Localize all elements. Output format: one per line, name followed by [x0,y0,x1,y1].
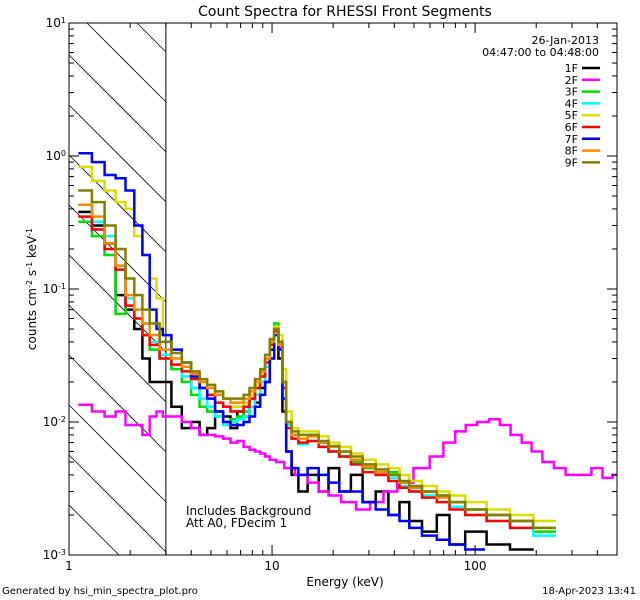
series-9F [78,189,556,530]
y-tick-label: 100 [46,149,66,164]
footer-date: 18-Apr-2023 13:41 [542,586,636,597]
x-tick-label: 100 [464,559,487,573]
hatch-line [68,354,167,453]
series-layer [78,151,617,551]
date-label: 26-Jan-2013 [532,34,600,47]
legend-label-8F: 8F [565,145,578,158]
hatch-line [68,154,167,253]
legend-label-7F: 7F [565,133,578,146]
plot-frame [68,22,618,556]
axes: 1 10 100 10-3 10-2 10-1 100 101 [43,16,618,573]
legend-label-3F: 3F [565,86,578,99]
legend-label-9F: 9F [565,156,578,169]
hatch-line [136,22,167,53]
hatch-line [68,304,167,403]
y-tick-label: 10-2 [43,415,66,430]
legend-label-1F: 1F [565,62,578,75]
x-axis-label: Energy (keV) [306,575,383,589]
hatch-line [68,204,167,303]
legend-label-2F: 2F [565,74,578,87]
hatch-line [68,454,167,553]
y-tick-label: 10-3 [43,548,66,563]
y-axis-label: counts cm-2 s-1 keV-1 [25,228,40,350]
y-tick-label: 101 [46,16,66,31]
hatch-line [86,22,167,103]
x-tick-label: 1 [65,559,73,573]
hatch-line [68,404,167,503]
attenuator-note: Att A0, FDecim 1 [186,516,287,530]
legend-label-4F: 4F [565,97,578,110]
background-note: Includes Background [186,504,311,518]
series-7F [78,151,485,551]
footer-generated: Generated by hsi_min_spectra_plot.pro [2,586,198,597]
time-range-label: 04:47:00 to 04:48:00 [482,46,599,59]
x-tick-label: 10 [264,559,279,573]
hatch-line [68,54,167,153]
hatch-line [68,504,120,556]
series-6F [78,215,534,530]
legend-label-6F: 6F [565,121,578,134]
hatched-region [68,22,167,556]
chart-title: Count Spectra for RHESSI Front Segments [198,4,492,20]
y-tick-label: 10-1 [43,282,66,297]
hatch-line [68,104,167,203]
legend-label-5F: 5F [565,109,578,122]
